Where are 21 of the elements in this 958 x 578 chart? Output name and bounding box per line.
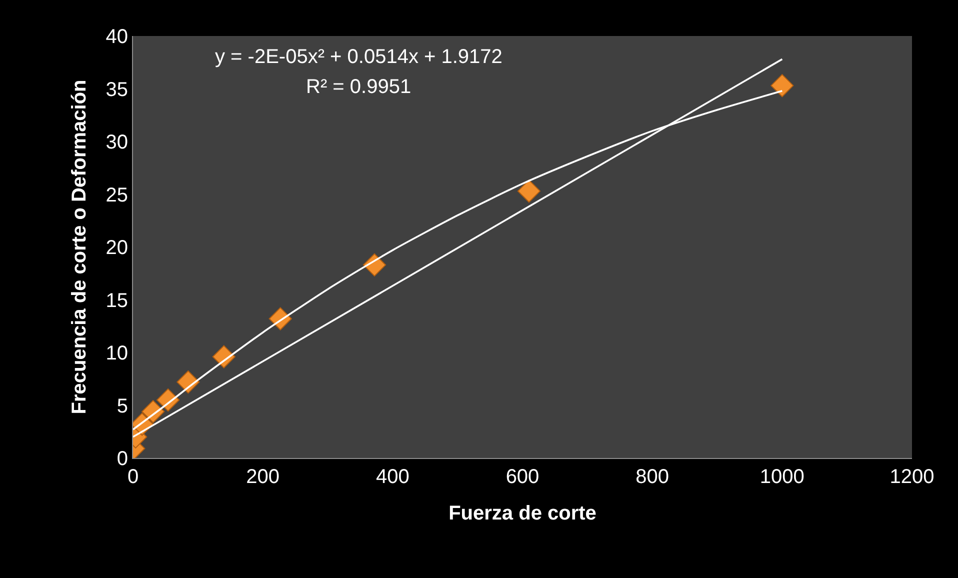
x-tick-label: 1000 <box>760 466 804 488</box>
y-tick-label: 25 <box>106 184 128 206</box>
point <box>770 74 794 98</box>
point <box>517 180 541 203</box>
y-tick-label: 35 <box>106 78 128 101</box>
y-tick-label: 5 <box>116 395 128 418</box>
x-tick-label: 600 <box>506 466 540 488</box>
y-tick-label: 0 <box>116 448 128 470</box>
y-axis-title: Frecuencia de corte o Deformación <box>68 80 90 414</box>
x-tick-label: 800 <box>636 466 670 488</box>
annotation: y = -2E-05x² + 0.0514x + 1.9172 <box>215 46 502 68</box>
y-tick-label: 40 <box>106 26 128 48</box>
x-tick-label: 200 <box>246 466 280 488</box>
x-tick-label: 1200 <box>890 466 934 488</box>
x-axis-title: Fuerza de corte <box>448 502 596 524</box>
y-tick-label: 10 <box>106 342 128 364</box>
y-tick-label: 20 <box>106 237 128 259</box>
y-tick-label: 30 <box>106 132 128 154</box>
annotation: R² = 0.9951 <box>306 76 412 98</box>
y-tick-label: 15 <box>106 290 128 312</box>
x-tick-label: 400 <box>376 466 410 488</box>
